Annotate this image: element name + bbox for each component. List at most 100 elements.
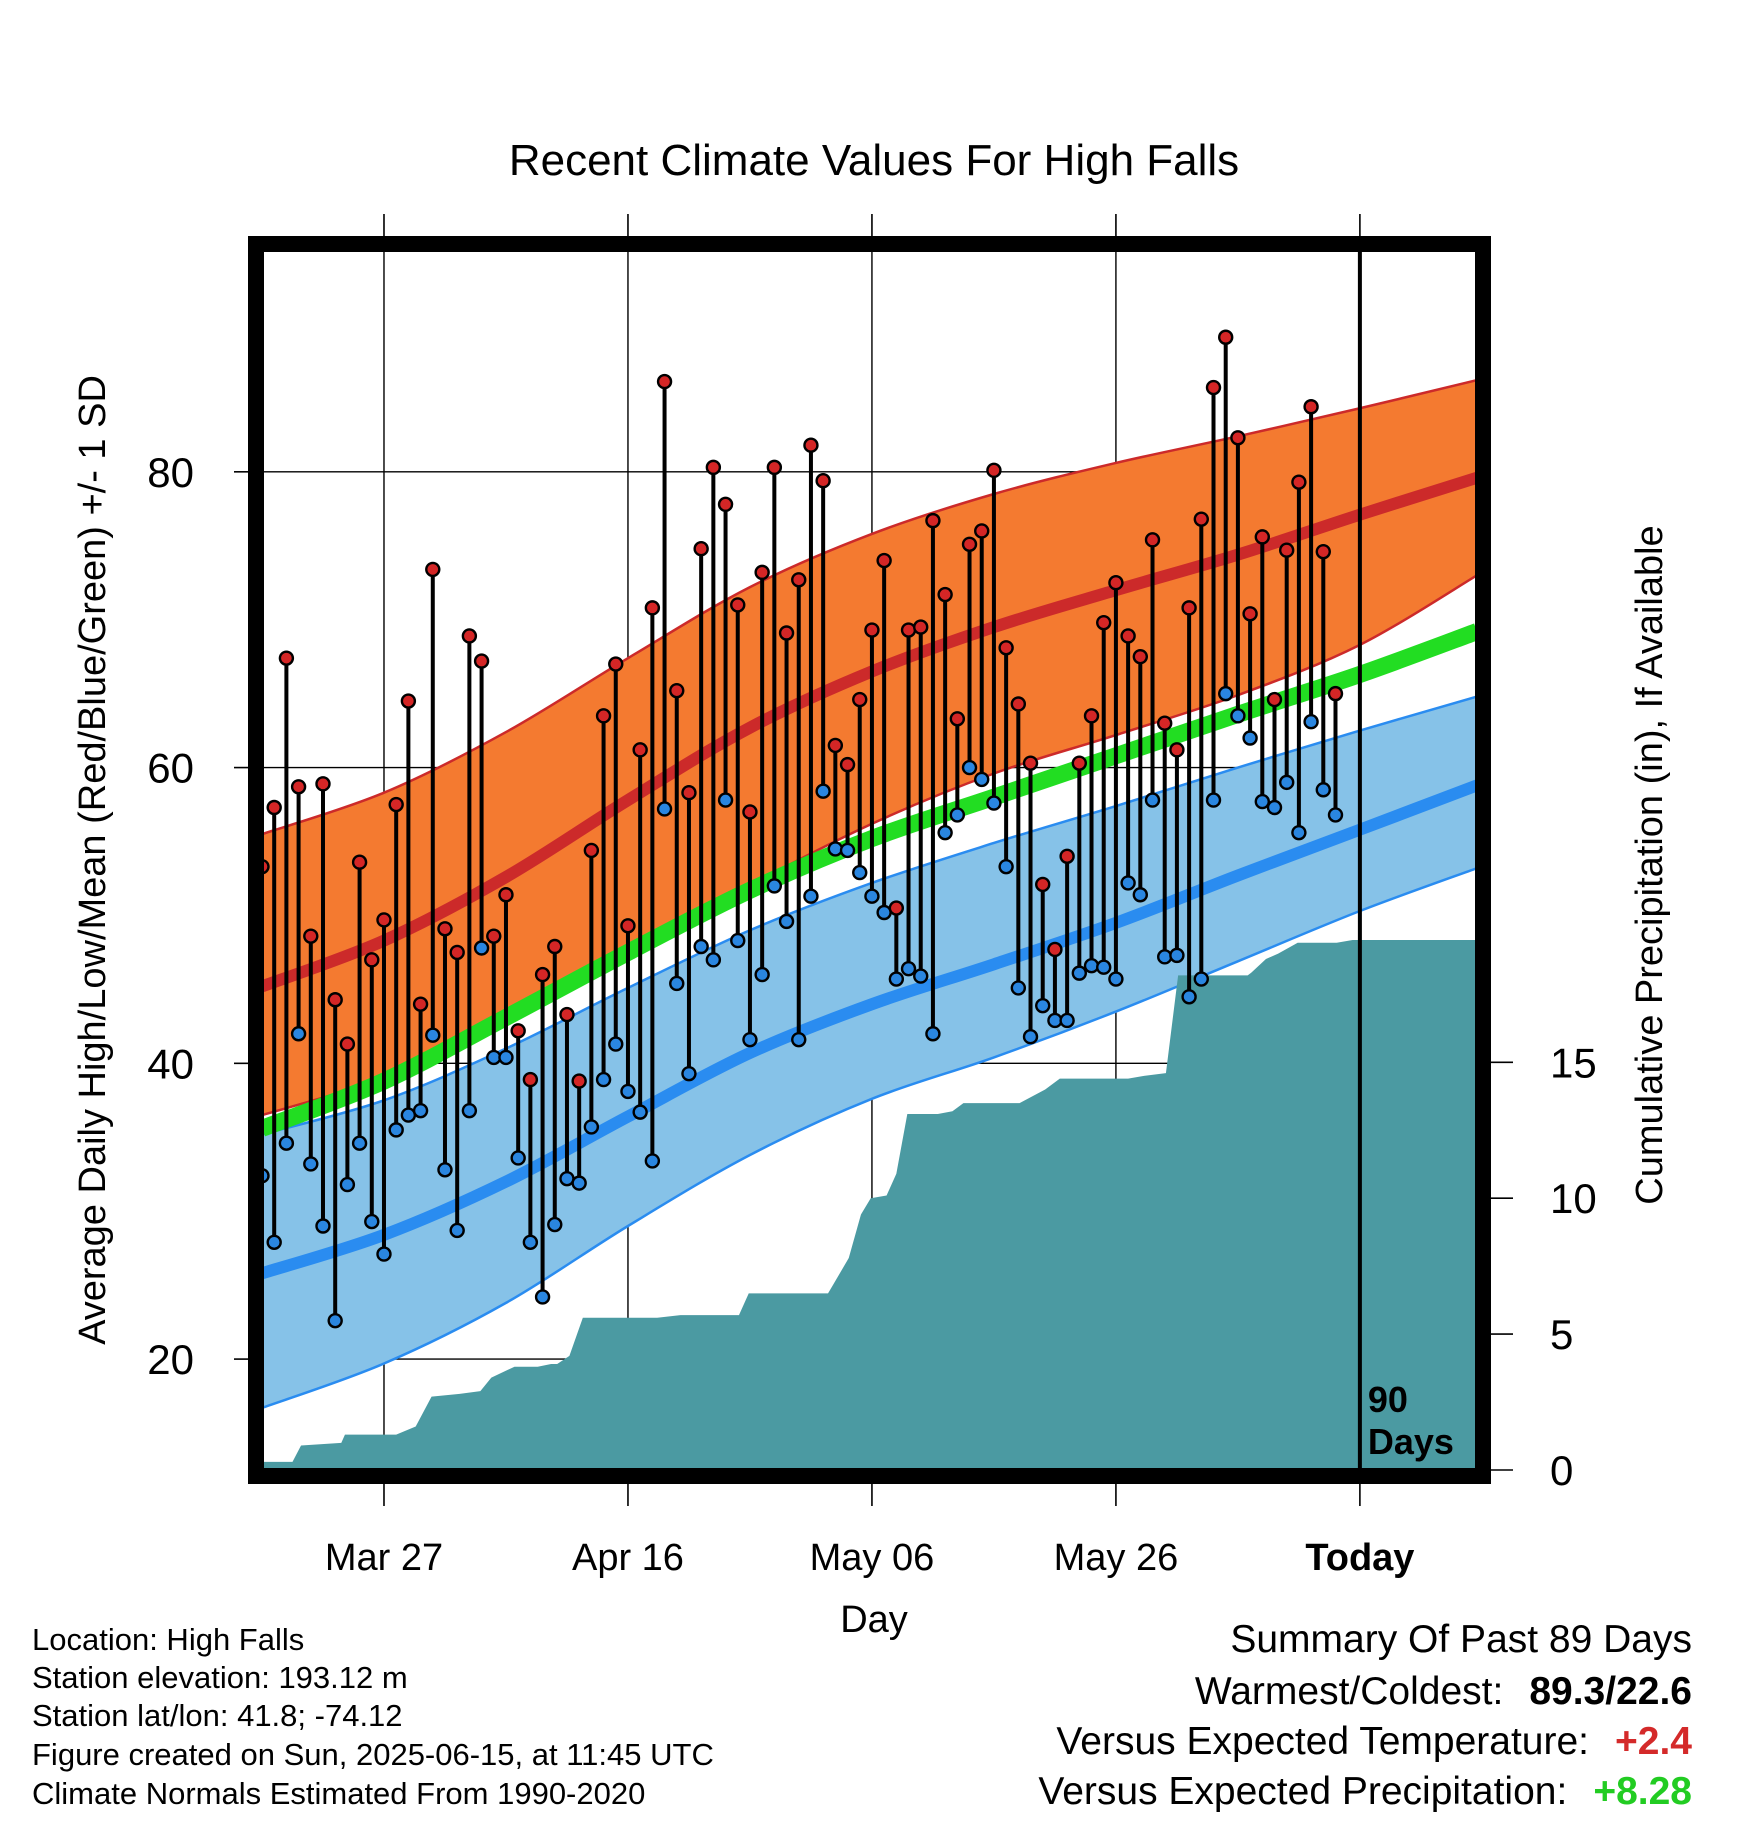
summary-precipitation-value: +8.28	[1593, 1770, 1692, 1813]
daily-high-point	[876, 552, 892, 569]
daily-low-point	[1303, 714, 1319, 730]
daily-low-point	[534, 1289, 551, 1305]
daily-low-point	[1022, 1029, 1039, 1045]
daily-high-point	[620, 918, 636, 934]
daily-low-point	[766, 878, 783, 894]
low-sd-band	[262, 696, 1477, 1408]
daily-low-point	[998, 858, 1014, 875]
daily-high-point	[1132, 648, 1149, 665]
daily-high-point	[1083, 708, 1100, 724]
daily-high-point	[400, 693, 417, 709]
daily-low-point	[571, 1175, 587, 1191]
daily-low-point	[278, 1135, 295, 1151]
daily-high-point	[693, 541, 709, 557]
daily-low-point	[730, 932, 746, 949]
summary-temperature: Versus Expected Temperature: +2.4	[1056, 1720, 1692, 1764]
daily-low-point	[1108, 971, 1124, 987]
x-tick-label: Mar 27	[325, 1537, 443, 1579]
daily-high-point	[1047, 941, 1063, 958]
daily-low-point	[1083, 958, 1100, 974]
daily-low-point	[547, 1216, 563, 1233]
daily-high-point	[303, 928, 319, 944]
daily-high-point	[900, 622, 917, 638]
daily-low-point	[754, 966, 770, 983]
daily-low-point	[693, 938, 709, 955]
daily-low-point	[644, 1153, 661, 1169]
daily-low-point	[1327, 807, 1344, 823]
daily-high-point	[1108, 575, 1124, 591]
daily-high-point	[998, 640, 1014, 656]
daily-high-point	[1181, 600, 1197, 616]
daily-low-point	[376, 1246, 392, 1262]
low-normal-line	[262, 779, 1477, 1280]
daily-low-point	[986, 795, 1002, 811]
daily-high-point	[1218, 329, 1234, 345]
x-tick-label: Apr 16	[572, 1537, 684, 1579]
daily-low-point	[949, 807, 966, 823]
info-created: Figure created on Sun, 2025-06-15, at 11…	[32, 1737, 714, 1772]
daily-high-point	[803, 437, 819, 453]
daily-low-point	[315, 1218, 331, 1234]
x-tick-label: May 26	[1054, 1537, 1179, 1579]
high-upper-line	[262, 378, 1477, 836]
x-tick-label: May 06	[810, 1537, 935, 1579]
daily-high-point	[473, 653, 490, 669]
daily-low-point	[1035, 997, 1051, 1014]
daily-high-point	[1144, 532, 1161, 548]
daily-high-point	[1205, 379, 1222, 396]
daily-low-point	[815, 783, 831, 799]
daily-high-point	[559, 1006, 575, 1023]
daily-high-point	[1035, 876, 1051, 893]
daily-low-point	[388, 1122, 404, 1138]
daily-low-point	[839, 842, 856, 859]
daily-high-point	[937, 586, 953, 603]
daily-high-point	[1291, 474, 1307, 490]
summary-title: Summary Of Past 89 Days	[1230, 1618, 1692, 1661]
daily-low-point	[1071, 965, 1088, 981]
daily-low-point	[339, 1176, 356, 1193]
daily-low-point	[742, 1031, 758, 1048]
daily-high-point	[1059, 848, 1075, 865]
daily-high-point	[656, 373, 673, 390]
daily-high-point	[315, 776, 331, 792]
daily-high-point	[290, 779, 307, 795]
daily-high-point	[583, 842, 600, 859]
daily-low-point	[705, 952, 722, 968]
daily-low-point	[913, 968, 929, 984]
daily-low-point	[437, 1162, 453, 1178]
daily-high-point	[449, 944, 465, 961]
info-elevation: Station elevation: 193.12 m	[32, 1660, 408, 1695]
daily-high-point	[1254, 529, 1271, 545]
daily-high-point	[1169, 742, 1185, 758]
y2-tick-label: 0	[1550, 1447, 1573, 1494]
daily-low-point	[974, 771, 990, 788]
daily-low-point	[1315, 782, 1331, 798]
y-axis-label: Average Daily High/Low/Mean (Red/Blue/Gr…	[72, 375, 114, 1345]
daily-high-point	[974, 523, 990, 539]
daily-high-point	[327, 992, 343, 1008]
y-tick-label: 60	[147, 745, 194, 792]
daily-low-point	[1157, 949, 1173, 965]
daily-low-point	[900, 960, 917, 977]
daily-low-point	[656, 801, 673, 817]
daily-low-point	[1278, 774, 1295, 791]
summary-precipitation: Versus Expected Precipitation: +8.28	[1038, 1770, 1692, 1814]
daily-high-point	[425, 561, 441, 578]
daily-high-point	[1266, 691, 1283, 708]
daily-high-point	[351, 854, 368, 870]
today-marker-label-part: 90	[1368, 1379, 1408, 1420]
daily-high-point	[864, 622, 880, 638]
daily-low-point	[888, 971, 905, 987]
high-sd-band	[262, 380, 1477, 1116]
daily-low-point	[1193, 971, 1210, 987]
daily-high-point	[498, 887, 514, 903]
daily-low-point	[1254, 793, 1271, 810]
daily-high-point	[1278, 542, 1295, 558]
daily-low-point	[498, 1049, 514, 1066]
daily-high-point	[412, 996, 429, 1012]
daily-low-point	[473, 940, 490, 956]
daily-high-point	[742, 804, 758, 820]
daily-low-point	[1096, 959, 1112, 975]
y-tick-label: 40	[147, 1040, 194, 1087]
